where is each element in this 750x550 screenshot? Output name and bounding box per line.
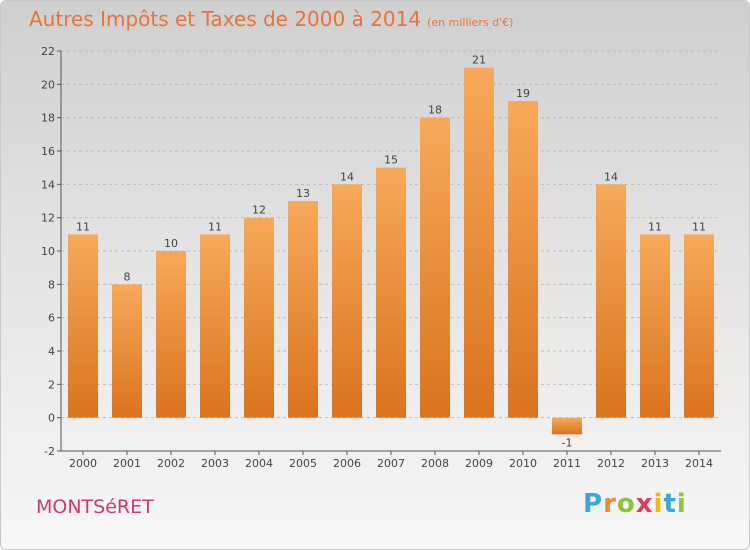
x-tick-label: 2009 bbox=[465, 457, 493, 470]
x-tick-label: 2000 bbox=[69, 457, 97, 470]
x-tick-label: 2008 bbox=[421, 457, 449, 470]
y-tick-label: 0 bbox=[48, 412, 55, 425]
y-tick-label: 16 bbox=[41, 145, 55, 158]
bar bbox=[112, 284, 142, 418]
chart-title: Autres Impôts et Taxes de 2000 à 2014 (en… bbox=[29, 7, 513, 31]
x-tick-label: 2007 bbox=[377, 457, 405, 470]
data-label: 12 bbox=[252, 204, 266, 217]
bar bbox=[640, 234, 670, 418]
data-label: 21 bbox=[472, 54, 486, 67]
bar bbox=[684, 234, 714, 418]
chart-title-text: Autres Impôts et Taxes de 2000 à 2014 bbox=[29, 7, 422, 31]
bar bbox=[552, 417, 582, 435]
y-tick-label: 18 bbox=[41, 112, 55, 125]
bar bbox=[288, 201, 318, 418]
bar bbox=[156, 251, 186, 418]
data-label: 14 bbox=[604, 170, 618, 183]
bar bbox=[244, 217, 274, 418]
data-label: 11 bbox=[692, 220, 706, 233]
data-label: 18 bbox=[428, 104, 442, 117]
logo-letter: P bbox=[583, 489, 604, 519]
bar bbox=[332, 184, 362, 418]
x-tick-label: 2005 bbox=[289, 457, 317, 470]
bar bbox=[420, 117, 450, 418]
logo-letter: i bbox=[653, 489, 664, 519]
data-label: 11 bbox=[208, 220, 222, 233]
y-tick-label: 8 bbox=[48, 278, 55, 291]
x-tick-label: 2013 bbox=[641, 457, 669, 470]
data-labels: 11 8 10 11 12 13 14 15 18 21 19 -1 14 11 11 bbox=[76, 54, 706, 450]
y-tick-label: 10 bbox=[41, 245, 55, 258]
x-tick-label: 2001 bbox=[113, 457, 141, 470]
data-label: 19 bbox=[516, 87, 530, 100]
x-tick-label: 2002 bbox=[157, 457, 185, 470]
y-tick-label: 20 bbox=[41, 78, 55, 91]
bar bbox=[508, 101, 538, 418]
logo-letter: x bbox=[635, 489, 654, 519]
bar bbox=[596, 184, 626, 418]
y-tick-label: 22 bbox=[41, 45, 55, 58]
x-tick-label: 2010 bbox=[509, 457, 537, 470]
x-tick-label: 2004 bbox=[245, 457, 273, 470]
bar bbox=[464, 67, 494, 418]
data-label: 11 bbox=[648, 220, 662, 233]
y-tick-label: 14 bbox=[41, 178, 55, 191]
commune-name: MONTSéRET bbox=[36, 496, 154, 518]
bar bbox=[200, 234, 230, 418]
y-tick-label: -2 bbox=[44, 445, 55, 458]
x-tick-label: 2012 bbox=[597, 457, 625, 470]
bar bbox=[68, 234, 98, 418]
y-tick-label: 2 bbox=[48, 378, 55, 391]
bar bbox=[376, 167, 406, 418]
y-tick-label: 4 bbox=[48, 345, 55, 358]
y-tick-label: 6 bbox=[48, 312, 55, 325]
x-tick-label: 2006 bbox=[333, 457, 361, 470]
logo-letter: o bbox=[616, 489, 636, 519]
bars bbox=[68, 67, 714, 435]
data-label: 8 bbox=[124, 270, 131, 283]
data-label: 14 bbox=[340, 170, 354, 183]
x-tick-label: 2014 bbox=[685, 457, 713, 470]
chart-unit: (en milliers d'€) bbox=[427, 16, 514, 29]
logo-letter: r bbox=[603, 489, 617, 519]
x-tick-label: 2003 bbox=[201, 457, 229, 470]
y-tick-label: 12 bbox=[41, 212, 55, 225]
logo-letter: t bbox=[663, 489, 677, 519]
data-label: 15 bbox=[384, 154, 398, 167]
data-label: 11 bbox=[76, 220, 90, 233]
data-label: -1 bbox=[562, 436, 573, 449]
data-label: 13 bbox=[296, 187, 310, 200]
proxiti-logo[interactable]: Proxiti bbox=[583, 489, 687, 519]
logo-letter: i bbox=[676, 489, 687, 519]
x-tick-label: 2011 bbox=[553, 457, 581, 470]
axes: -2 0 2 4 6 8 10 12 14 16 18 20 22 2000 2001 2002 2003 200… bbox=[41, 45, 721, 470]
data-label: 10 bbox=[164, 237, 178, 250]
